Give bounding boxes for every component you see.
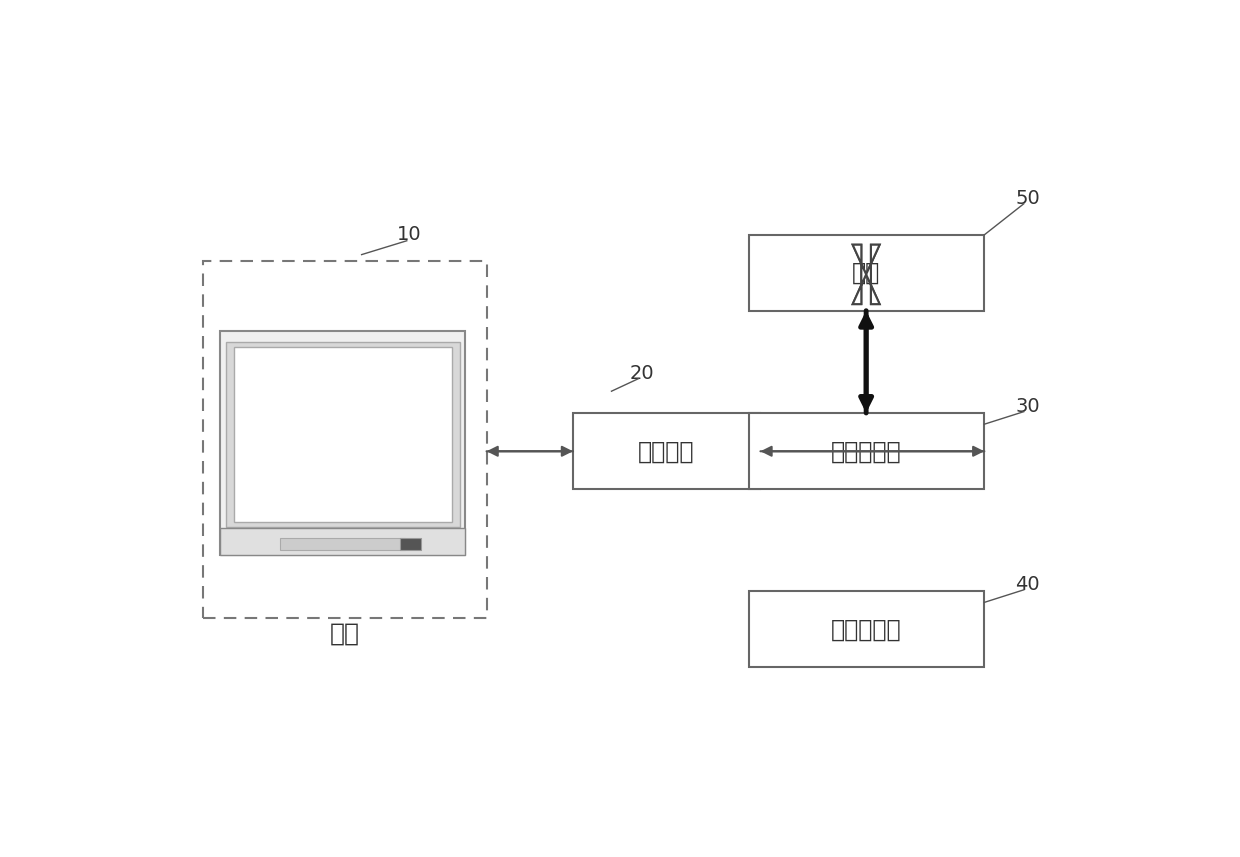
Text: 50: 50: [1016, 189, 1040, 208]
FancyBboxPatch shape: [221, 331, 465, 554]
FancyBboxPatch shape: [749, 413, 985, 488]
FancyBboxPatch shape: [573, 413, 760, 488]
FancyBboxPatch shape: [280, 538, 404, 550]
Text: 电子控制器: 电子控制器: [831, 440, 901, 464]
Polygon shape: [853, 245, 879, 304]
Text: 40: 40: [1016, 575, 1040, 594]
FancyBboxPatch shape: [221, 529, 465, 554]
FancyBboxPatch shape: [749, 235, 985, 311]
Text: 飞机: 飞机: [852, 261, 880, 285]
Text: 10: 10: [397, 225, 422, 244]
Text: 航空发动机: 航空发动机: [831, 617, 901, 641]
FancyBboxPatch shape: [401, 538, 422, 550]
Text: 电脑: 电脑: [330, 622, 360, 646]
FancyBboxPatch shape: [234, 347, 451, 522]
Polygon shape: [853, 245, 879, 304]
Text: 通讯板卡: 通讯板卡: [639, 440, 694, 464]
FancyBboxPatch shape: [749, 591, 985, 667]
Text: 20: 20: [630, 364, 655, 383]
Text: 30: 30: [1016, 397, 1040, 416]
FancyBboxPatch shape: [226, 342, 460, 527]
